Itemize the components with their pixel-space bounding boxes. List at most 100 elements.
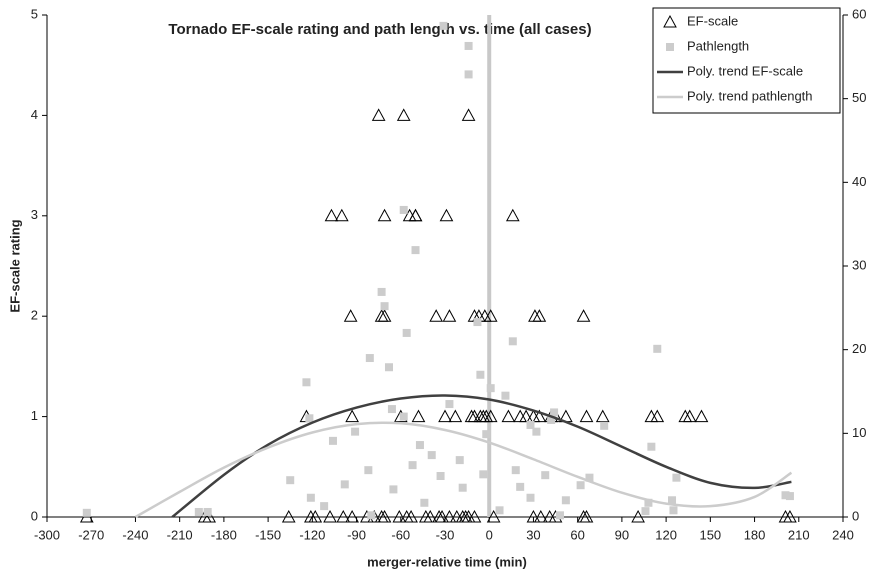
x-tick-label: -30 — [436, 527, 455, 542]
triangle-marker — [371, 108, 386, 121]
square-marker — [384, 363, 393, 372]
square-marker — [194, 507, 203, 516]
triangle-marker — [694, 409, 709, 423]
square-marker — [555, 511, 564, 520]
triangle-marker — [513, 409, 528, 423]
square-marker — [785, 492, 794, 501]
square-marker — [399, 205, 408, 214]
x-tick-label: -210 — [167, 527, 193, 542]
triangle-marker — [486, 509, 501, 523]
triangle-marker — [579, 409, 594, 423]
x-tick-label: 180 — [744, 527, 766, 542]
triangle-marker — [281, 509, 296, 523]
square-marker — [436, 472, 445, 481]
triangle-marker — [442, 309, 457, 322]
square-marker — [526, 420, 535, 429]
triangle-marker — [202, 509, 216, 523]
square-marker — [305, 414, 314, 423]
legend-box — [652, 7, 841, 114]
y2-tick-label: 30 — [852, 257, 866, 272]
triangle-marker — [435, 509, 449, 523]
triangle-marker — [392, 509, 407, 523]
square-marker — [411, 246, 420, 255]
triangle-marker — [483, 409, 498, 423]
triangle-marker — [442, 509, 457, 523]
square-marker — [445, 400, 454, 409]
triangle-marker — [408, 208, 423, 222]
x-tick-label: -150 — [255, 527, 281, 542]
triangle-marker — [336, 509, 351, 523]
square-marker — [501, 391, 510, 400]
triangle-marker — [505, 208, 520, 222]
triangle-marker — [334, 208, 349, 222]
square-marker — [547, 415, 556, 424]
triangle-marker — [579, 509, 594, 523]
x-tick-label: -120 — [299, 527, 325, 542]
square-marker — [389, 485, 398, 494]
triangle-marker — [532, 309, 547, 322]
square-marker — [476, 370, 485, 379]
x-tick-label: 60 — [570, 527, 584, 542]
y2-tick-label: 40 — [852, 174, 866, 189]
square-marker — [427, 451, 436, 460]
triangle-marker — [501, 409, 516, 423]
square-marker — [641, 507, 650, 516]
square-marker — [526, 493, 535, 502]
square-marker — [516, 482, 525, 491]
triangle-marker — [483, 309, 498, 322]
square-marker — [458, 483, 467, 492]
x-tick-label: -240 — [122, 527, 148, 542]
x-tick-label: 30 — [526, 527, 540, 542]
y-tick-label: 4 — [31, 107, 38, 122]
triangle-marker — [526, 509, 541, 523]
square-marker — [653, 344, 662, 353]
triangle-marker — [377, 509, 392, 523]
triangle-marker — [644, 409, 659, 423]
y-tick-label: 5 — [31, 6, 38, 21]
triangle-marker — [682, 409, 697, 423]
square-marker — [644, 498, 653, 507]
square-marker — [380, 302, 389, 311]
square-marker — [420, 498, 429, 507]
chart-title: Tornado EF-scale rating and path length … — [168, 21, 591, 38]
triangle-marker — [533, 509, 548, 523]
y2-tick-label: 50 — [852, 90, 866, 105]
triangle-marker — [345, 509, 359, 523]
trend-line — [134, 421, 793, 519]
legend-label: Pathlength — [687, 38, 749, 53]
legend-label: Poly. trend EF-scale — [687, 63, 803, 78]
square-marker — [561, 496, 570, 505]
y-tick-label: 3 — [31, 207, 38, 222]
square-marker — [600, 421, 609, 430]
triangle-marker — [448, 409, 463, 423]
triangle-marker — [377, 208, 392, 222]
square-marker — [495, 506, 504, 515]
square-marker — [464, 70, 473, 79]
square-marker — [464, 41, 473, 50]
triangle-marker — [404, 509, 418, 523]
square-marker — [672, 473, 681, 482]
triangle-marker — [324, 208, 339, 222]
square-marker — [439, 21, 448, 30]
square-marker — [415, 441, 424, 450]
triangle-marker — [377, 309, 392, 322]
x-tick-label: 240 — [832, 527, 854, 542]
y-tick-label: 0 — [31, 508, 38, 523]
triangle-marker — [678, 409, 693, 423]
square-marker — [351, 427, 360, 436]
square-marker — [666, 43, 674, 51]
square-marker — [550, 408, 559, 417]
square-marker — [532, 427, 541, 436]
triangle-marker — [439, 208, 454, 222]
legend-label: Poly. trend pathlength — [687, 88, 813, 103]
x-tick-label: -180 — [211, 527, 237, 542]
square-marker — [647, 442, 656, 451]
x-tick-label: 150 — [699, 527, 721, 542]
square-marker — [82, 508, 91, 517]
triangle-marker — [343, 309, 358, 322]
triangle-marker — [631, 509, 645, 523]
square-marker — [541, 471, 550, 480]
x-tick-label: 0 — [486, 527, 493, 542]
triangle-marker — [519, 409, 533, 423]
